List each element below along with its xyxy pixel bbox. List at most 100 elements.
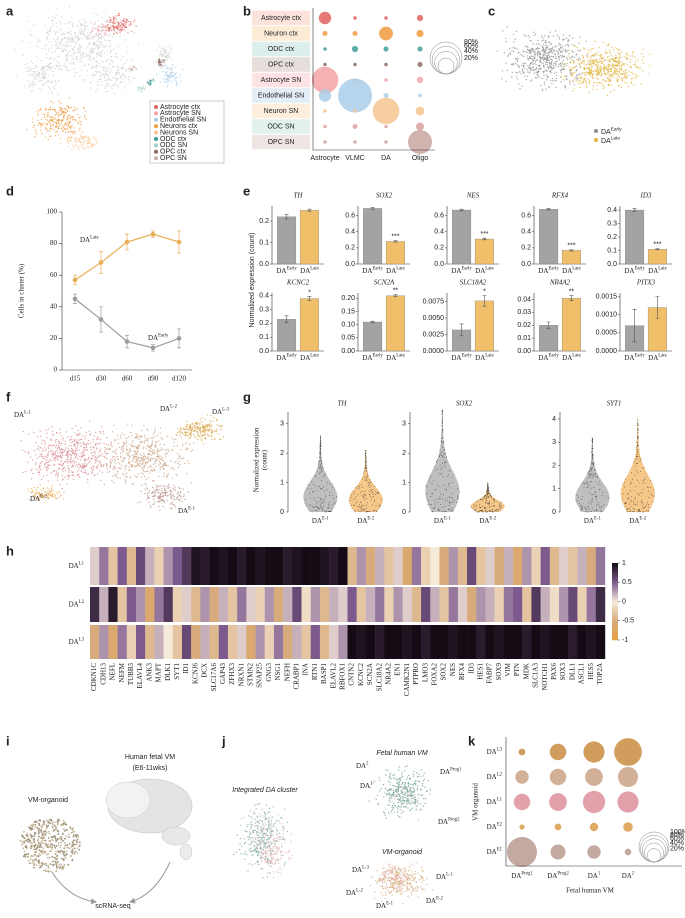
violin-point xyxy=(355,496,356,497)
umap-point xyxy=(111,60,112,61)
umap-point xyxy=(161,48,162,49)
umap-point xyxy=(141,476,142,477)
umap-point xyxy=(592,63,593,64)
umap-point xyxy=(95,91,96,92)
umap-point xyxy=(609,75,610,76)
umap-point xyxy=(615,72,616,73)
umap-point xyxy=(122,64,123,65)
umap-point xyxy=(162,506,163,507)
x-tick-label-sup: E-1 xyxy=(444,517,451,522)
umap-point xyxy=(73,62,74,63)
umap-point xyxy=(113,16,114,17)
umap-point xyxy=(70,55,71,56)
umap-point xyxy=(47,112,48,113)
violin-point xyxy=(323,502,324,503)
umap-point xyxy=(32,81,33,82)
umap-point xyxy=(591,66,592,67)
umap-point xyxy=(51,494,52,495)
umap-point xyxy=(114,30,115,31)
violin-point xyxy=(367,475,368,476)
umap-point xyxy=(556,80,557,81)
umap-point xyxy=(95,46,96,47)
umap-point xyxy=(85,148,86,149)
umap-point xyxy=(616,61,617,62)
umap-point xyxy=(220,439,221,440)
umap-point xyxy=(69,6,70,7)
violin-point xyxy=(312,506,313,507)
umap-point xyxy=(218,434,219,435)
umap-point xyxy=(614,71,615,72)
dot xyxy=(353,140,357,144)
umap-point xyxy=(55,32,56,33)
umap-point xyxy=(505,63,506,64)
x-tick-label-sup: Early xyxy=(286,354,297,359)
umap-point xyxy=(35,76,36,77)
violin-point xyxy=(442,420,443,421)
umap-point xyxy=(615,47,616,48)
umap-point xyxy=(514,39,515,40)
umap-point xyxy=(540,61,541,62)
umap-point xyxy=(531,41,532,42)
umap-point xyxy=(51,44,52,45)
umap-point xyxy=(522,50,523,51)
umap-point xyxy=(115,72,116,73)
umap-point xyxy=(585,80,586,81)
umap-point xyxy=(76,439,77,440)
umap-point xyxy=(58,112,59,113)
umap-point xyxy=(549,56,550,57)
umap-point xyxy=(85,438,86,439)
umap-point xyxy=(27,462,28,463)
umap-point xyxy=(96,72,97,73)
violin-point xyxy=(371,490,372,491)
umap-point xyxy=(105,27,106,28)
umap-point xyxy=(68,37,69,38)
umap-point xyxy=(185,434,186,435)
umap-point xyxy=(595,64,596,65)
umap-point xyxy=(95,140,96,141)
umap-point xyxy=(114,424,115,425)
umap-point xyxy=(35,84,36,85)
umap-point xyxy=(216,431,217,432)
umap-point xyxy=(563,49,564,50)
dot xyxy=(384,78,388,82)
umap-point xyxy=(91,49,92,50)
x-tick-label: d90 xyxy=(148,375,159,383)
umap-point xyxy=(187,435,188,436)
umap-point xyxy=(597,62,598,63)
umap-point xyxy=(116,78,117,79)
umap-point xyxy=(624,75,625,76)
umap-point xyxy=(88,458,89,459)
umap-point xyxy=(580,75,581,76)
umap-point xyxy=(173,468,174,469)
umap-point xyxy=(64,461,65,462)
umap-point xyxy=(67,110,68,111)
umap-point xyxy=(120,76,121,77)
umap-point xyxy=(38,446,39,447)
umap-point xyxy=(106,444,107,445)
legend-swatch xyxy=(594,129,598,133)
y-tick-label: 3 xyxy=(402,421,406,428)
umap-point xyxy=(174,489,175,490)
umap-point xyxy=(546,79,547,80)
umap-point xyxy=(621,64,622,65)
umap-point xyxy=(601,73,602,74)
umap-point xyxy=(583,48,584,49)
umap-point xyxy=(65,470,66,471)
umap-point xyxy=(41,90,42,91)
umap-point xyxy=(585,68,586,69)
umap-point xyxy=(537,69,538,70)
umap-point xyxy=(51,488,52,489)
umap-point xyxy=(103,431,104,432)
umap-point xyxy=(582,82,583,83)
umap-point xyxy=(35,56,36,57)
umap-point xyxy=(167,83,168,84)
umap-point xyxy=(60,45,61,46)
umap-point xyxy=(610,65,611,66)
umap-point xyxy=(111,480,112,481)
umap-point xyxy=(612,73,613,74)
umap-point xyxy=(75,72,76,73)
panel-label: d xyxy=(6,183,14,198)
umap-point xyxy=(199,422,200,423)
umap-point xyxy=(199,424,200,425)
umap-point xyxy=(120,19,121,20)
